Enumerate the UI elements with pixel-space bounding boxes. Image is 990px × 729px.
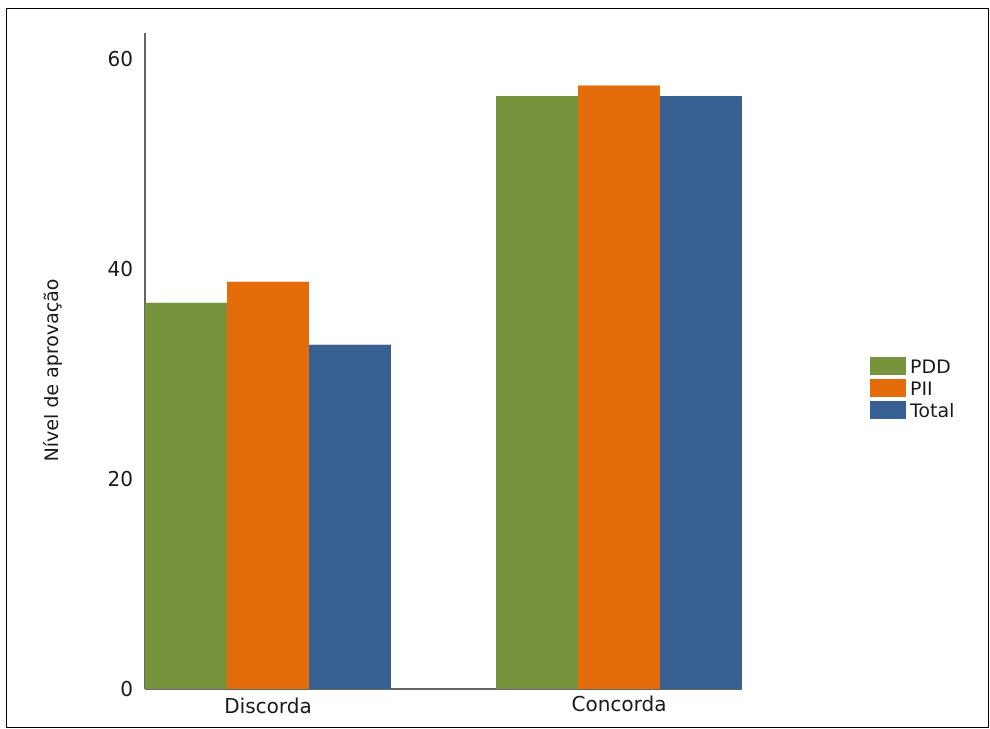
legend-label-total: Total <box>909 400 954 422</box>
legend-swatch-pdd <box>870 357 906 375</box>
x-tick-label: Discorda <box>224 694 311 718</box>
y-tick-label: 40 <box>108 257 133 281</box>
bar-pii-concorda <box>578 85 660 690</box>
bar-pdd-discorda <box>145 302 227 689</box>
x-tick-labels: Discorda Concorda <box>224 692 666 718</box>
x-tick-label: Concorda <box>572 692 667 716</box>
legend-label-pdd: PDD <box>910 356 951 378</box>
bar-total-discorda <box>309 344 391 689</box>
y-axis-label: Nível de aprovação <box>41 279 63 462</box>
y-tick-label: 60 <box>108 47 133 71</box>
y-tick-labels: 0 20 40 60 <box>108 47 133 701</box>
bar-total-concorda <box>660 95 742 689</box>
legend-swatch-pii <box>870 379 906 397</box>
y-tick-label: 0 <box>120 677 133 701</box>
legend-swatch-total <box>870 401 906 419</box>
bar-pdd-concorda <box>496 95 578 689</box>
y-tick-label: 20 <box>108 467 133 491</box>
legend-label-pii: PII <box>910 378 933 400</box>
bar-groups <box>145 85 742 690</box>
bar-pii-discorda <box>227 281 309 689</box>
